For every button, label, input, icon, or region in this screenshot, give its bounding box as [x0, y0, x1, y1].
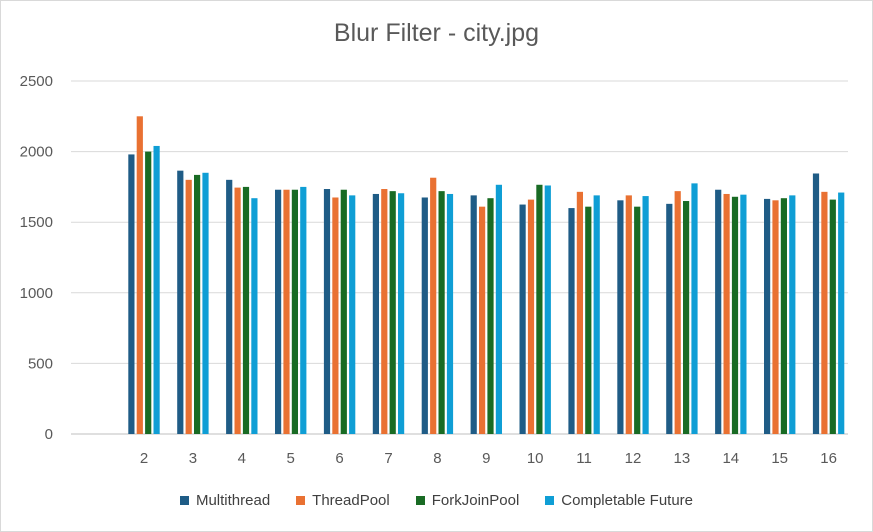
- legend-label: ThreadPool: [312, 492, 390, 509]
- bar-threadpool: [381, 189, 388, 434]
- bar-multithread: [421, 197, 428, 434]
- bar-forkjoinpool: [585, 206, 592, 434]
- bar-completable-future: [349, 195, 356, 434]
- y-tick-label: 500: [28, 355, 53, 372]
- legend-swatch: [296, 496, 306, 505]
- x-tick-label: 6: [335, 450, 343, 467]
- x-tick-label: 15: [771, 450, 788, 467]
- bar-multithread: [568, 208, 575, 434]
- bar-threadpool: [185, 179, 192, 434]
- x-tick-label: 8: [433, 450, 441, 467]
- bar-threadpool: [283, 189, 290, 434]
- chart-title: Blur Filter - city.jpg: [333, 19, 540, 47]
- bar-forkjoinpool: [731, 196, 739, 434]
- legend-swatch: [179, 496, 189, 505]
- bar-completable-future: [153, 145, 160, 434]
- bar-forkjoinpool: [438, 191, 445, 434]
- y-tick-label: 1000: [20, 285, 53, 302]
- bar-completable-future: [446, 193, 454, 434]
- bar-multithread: [275, 189, 282, 434]
- bar-threadpool: [674, 191, 681, 434]
- y-tick-label: 1500: [20, 214, 53, 231]
- legend-item: ForkJoinPool: [415, 492, 520, 509]
- bar-completable-future: [495, 184, 502, 434]
- legend-label: ForkJoinPool: [431, 492, 520, 509]
- bar-threadpool: [527, 199, 535, 434]
- bar-multithread: [812, 173, 820, 434]
- bar-threadpool: [576, 191, 583, 434]
- bar-multithread: [764, 198, 771, 434]
- x-tick-label: 14: [722, 450, 739, 467]
- x-tick-label: 16: [820, 450, 837, 467]
- bar-forkjoinpool: [389, 191, 396, 434]
- bar-threadpool: [332, 197, 339, 434]
- bar-multithread: [715, 189, 722, 434]
- bar-threadpool: [625, 195, 632, 434]
- bar-threadpool: [234, 187, 241, 434]
- bar-forkjoinpool: [487, 198, 494, 434]
- bar-completable-future: [300, 186, 307, 434]
- x-tick-label: 3: [189, 450, 197, 467]
- legend-swatch: [415, 496, 425, 505]
- bar-forkjoinpool: [340, 189, 347, 434]
- bar-multithread: [666, 203, 673, 434]
- x-tick-label: 11: [576, 450, 592, 467]
- x-tick-label: 12: [625, 450, 642, 467]
- bar-forkjoinpool: [683, 201, 690, 434]
- bar-forkjoinpool: [780, 198, 787, 434]
- legend-item: ThreadPool: [296, 492, 390, 509]
- bar-completable-future: [593, 195, 600, 434]
- x-tick-label: 10: [527, 450, 544, 467]
- bar-completable-future: [740, 194, 747, 434]
- legend: Multithread ThreadPool ForkJoinPool Complet…: [1, 492, 872, 509]
- legend-item: Completable Future: [545, 492, 693, 509]
- x-tick-label: 7: [384, 450, 392, 467]
- bar-completable-future: [202, 172, 209, 434]
- bar-completable-future: [398, 193, 405, 434]
- x-tick-label: 4: [238, 450, 246, 467]
- bar-forkjoinpool: [291, 189, 298, 434]
- bar-threadpool: [479, 206, 486, 434]
- bar-threadpool: [821, 191, 828, 434]
- bar-multithread: [226, 179, 233, 434]
- plot-area: 0 500 1000 1500 2000 2500 2 3 4 5 6 7 8 9 10 11 12 13 14 15…: [20, 73, 848, 467]
- bar-threadpool: [430, 177, 437, 435]
- bar-multithread: [519, 204, 526, 434]
- legend-swatch: [545, 496, 555, 505]
- legend-label: Multithread: [195, 492, 271, 509]
- bar-completable-future: [251, 198, 258, 434]
- bar-multithread: [372, 193, 379, 434]
- bar-forkjoinpool: [829, 199, 836, 434]
- y-tick-label: 2000: [20, 144, 53, 161]
- x-tick-label: 5: [287, 450, 295, 467]
- x-tick-label: 2: [140, 450, 148, 467]
- legend-item: Multithread: [179, 492, 271, 509]
- bar-forkjoinpool: [145, 151, 152, 434]
- bar-completable-future: [691, 183, 698, 434]
- y-tick-label: 2500: [20, 73, 53, 90]
- x-tick-label: 9: [482, 450, 490, 467]
- bar-completable-future: [838, 192, 845, 434]
- bar-threadpool: [136, 116, 143, 435]
- bar-threadpool: [772, 200, 779, 434]
- bar-forkjoinpool: [194, 174, 201, 434]
- bar-multithread: [177, 170, 184, 435]
- bar-completable-future: [789, 195, 796, 434]
- bar-threadpool: [723, 193, 730, 434]
- y-tick-label: 0: [45, 426, 53, 443]
- bar-forkjoinpool: [536, 184, 543, 434]
- bar-forkjoinpool: [242, 186, 250, 434]
- bar-multithread: [470, 195, 477, 434]
- bar-multithread: [323, 189, 331, 434]
- bar-completable-future: [642, 196, 649, 434]
- x-tick-label: 13: [674, 450, 691, 467]
- bar-completable-future: [544, 185, 551, 434]
- bar-multithread: [617, 200, 624, 434]
- bar-forkjoinpool: [634, 206, 641, 434]
- legend-label: Completable Future: [561, 492, 694, 509]
- bar-multithread: [128, 154, 135, 434]
